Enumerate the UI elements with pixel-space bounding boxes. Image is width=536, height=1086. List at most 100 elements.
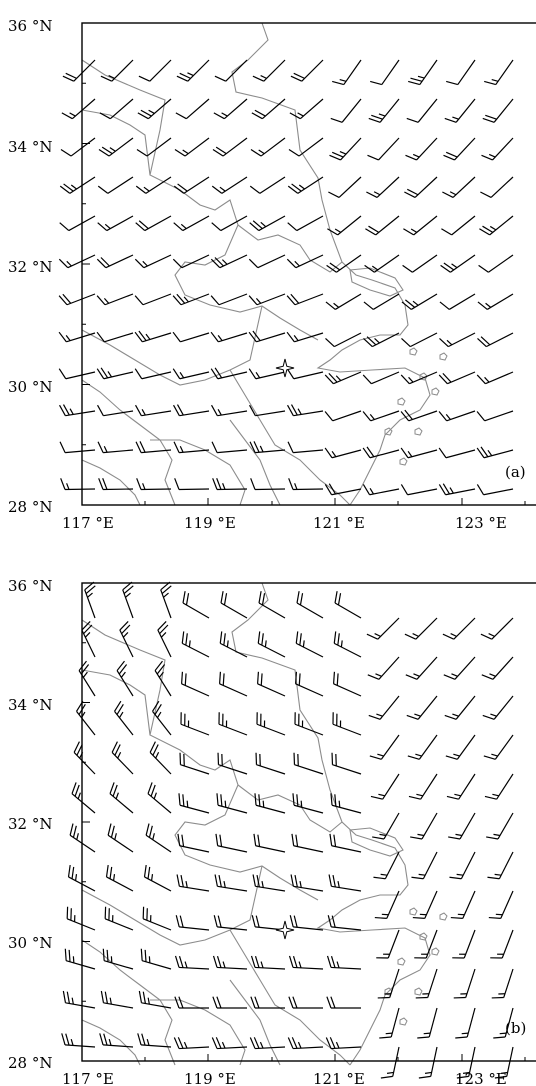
wind-barb [62, 1033, 95, 1047]
panel-a-svg: 36 °N 34 °N 32 °N 30 °N 28 °N 117 °E 119… [0, 0, 536, 530]
wind-barb [258, 631, 285, 657]
wind-barb [146, 824, 171, 852]
wind-barb [136, 441, 171, 452]
wind-barb [101, 991, 133, 1008]
island [398, 398, 405, 405]
wind-barb [175, 138, 209, 156]
wind-barb [254, 834, 285, 852]
wind-barb [405, 138, 437, 160]
wind-barb [249, 331, 285, 342]
wind-barb [250, 216, 285, 231]
wind-barb [487, 852, 513, 879]
wind-barb [59, 255, 95, 268]
wind-barb [211, 294, 247, 305]
wind-barb [371, 774, 399, 799]
wind-barb [289, 138, 323, 156]
wind-barb [408, 735, 437, 759]
wind-barb [158, 621, 171, 657]
wind-barb [439, 333, 475, 347]
wind-barb [325, 333, 361, 347]
wind-barb [326, 294, 361, 309]
lon-label-123: 123 °E [455, 514, 507, 532]
island [432, 388, 439, 395]
wind-barb [217, 793, 247, 813]
wind-barb [328, 177, 361, 197]
wind-barb [327, 216, 361, 235]
wind-barb [60, 216, 95, 231]
wind-barb [103, 949, 133, 969]
lat-label-36: 36 °N [8, 577, 52, 595]
wind-barb [211, 332, 247, 342]
wind-barb [331, 99, 361, 122]
wind-barb [258, 672, 285, 696]
wind-barb [61, 478, 95, 489]
wind-barb [252, 99, 285, 119]
wind-barb [368, 657, 399, 679]
panel-a: 36 °N 34 °N 32 °N 30 °N 28 °N 117 °E 119… [0, 0, 536, 530]
wind-barb [259, 591, 285, 618]
wind-barb [381, 1047, 399, 1078]
wind-barb [481, 138, 513, 160]
wind-barb [107, 865, 133, 891]
wind-barb [442, 177, 475, 197]
wind-barb [401, 333, 437, 347]
wind-barb [173, 369, 209, 379]
wind-barb [100, 99, 133, 119]
wind-barb [329, 138, 361, 160]
wind-barb [445, 99, 475, 122]
wind-barb [403, 216, 437, 235]
wind-barb [98, 405, 133, 415]
wind-barb [176, 956, 209, 969]
wind-barb [145, 865, 171, 891]
wind-barb [297, 591, 323, 618]
wind-barb [67, 907, 95, 930]
wind-barb [447, 774, 475, 799]
wind-barb [98, 177, 133, 193]
wind-barb [214, 99, 247, 119]
lon-label-117: 117 °E [62, 514, 114, 532]
wind-barb [484, 735, 513, 759]
wind-barb [413, 891, 437, 918]
wind-barb [138, 1033, 171, 1047]
panel-a-barbs [59, 60, 513, 495]
wind-barb [483, 696, 513, 719]
lat-label-32: 32 °N [8, 815, 52, 833]
wind-barb [446, 60, 475, 85]
wind-barb [363, 411, 399, 421]
wind-barb [477, 333, 513, 347]
wind-barb [439, 448, 475, 458]
border-line [230, 980, 280, 1065]
wind-barb [416, 969, 437, 998]
wind-barb [288, 442, 323, 453]
lat-label-28: 28 °N [8, 1054, 52, 1072]
lat-label-34: 34 °N [8, 138, 52, 156]
wind-barb [478, 294, 513, 309]
wind-barb [477, 484, 513, 494]
lon-label-121: 121 °E [313, 1070, 365, 1086]
wind-barb [85, 582, 96, 618]
island [398, 958, 405, 965]
wind-barb [250, 177, 285, 193]
wind-barb [117, 661, 133, 696]
wind-barb [61, 138, 95, 156]
wind-barb [372, 813, 399, 839]
wind-barb [177, 875, 209, 891]
wind-barb [161, 582, 172, 618]
wind-barb [379, 1008, 399, 1038]
wind-barb [485, 774, 513, 799]
wind-barb [444, 657, 475, 679]
wind-barb [326, 1037, 361, 1048]
wind-barb [180, 753, 209, 774]
wind-barb [139, 60, 171, 81]
wind-barb [287, 255, 323, 268]
wind-barb [249, 369, 285, 379]
lat-label-34: 34 °N [8, 696, 52, 714]
wind-barb [60, 442, 95, 453]
wind-barb [449, 852, 475, 879]
wind-barb [446, 735, 475, 759]
wind-barb [62, 99, 95, 119]
wind-barb [173, 255, 209, 268]
wind-barb [439, 484, 475, 495]
wind-barb [369, 99, 399, 122]
wind-barb [452, 930, 475, 958]
